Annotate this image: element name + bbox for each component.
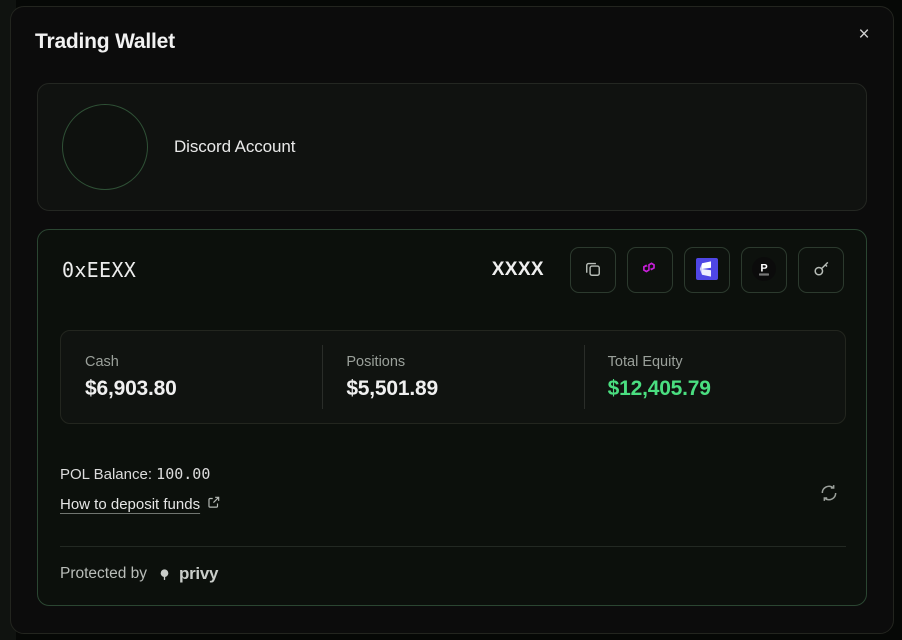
- polymarket-button[interactable]: [684, 247, 730, 293]
- external-link-icon: [207, 495, 221, 513]
- privy-logo-icon: privy: [157, 564, 218, 584]
- stat-value: $6,903.80: [85, 376, 177, 400]
- polygon-button[interactable]: [627, 247, 673, 293]
- trading-wallet-modal: Trading Wallet × Discord Account 0xEEXX …: [10, 6, 894, 634]
- wallet-card: 0xEEXX XXXX: [37, 229, 867, 606]
- copy-icon: [583, 259, 603, 282]
- protected-by-label: Protected by: [60, 565, 148, 582]
- stat-label: Total Equity: [607, 353, 683, 370]
- footer-divider: [60, 546, 846, 547]
- pol-area: POL Balance: 100.00 How to deposit funds: [60, 465, 846, 514]
- stat-value: $5,501.89: [346, 376, 438, 400]
- protected-by-footer: Protected by privy: [60, 564, 218, 584]
- account-name: Discord Account: [174, 137, 296, 156]
- deposit-link-label: How to deposit funds: [60, 495, 201, 513]
- export-key-button[interactable]: [798, 247, 844, 293]
- how-to-deposit-funds-link[interactable]: How to deposit funds: [60, 495, 221, 513]
- stat-label: Cash: [85, 353, 119, 370]
- modal-header: Trading Wallet ×: [11, 7, 893, 77]
- page-title: Trading Wallet: [35, 30, 175, 53]
- wallet-masked-value: XXXX: [491, 259, 544, 280]
- pol-token-icon: P: [750, 255, 778, 286]
- svg-text:P: P: [760, 262, 767, 274]
- refresh-button[interactable]: [812, 477, 846, 511]
- polygon-icon: [639, 258, 661, 283]
- pol-balance-value: 100.00: [156, 465, 211, 483]
- wallet-icon-buttons: P: [570, 247, 844, 293]
- copy-address-button[interactable]: [570, 247, 616, 293]
- wallet-address: 0xEEXX: [62, 258, 137, 282]
- pol-balance: POL Balance: 100.00: [60, 465, 846, 483]
- stat-total-equity: Total Equity $12,405.79: [583, 331, 845, 423]
- account-card: Discord Account: [37, 83, 867, 211]
- stat-label: Positions: [346, 353, 406, 370]
- wallet-address-row: 0xEEXX XXXX: [38, 230, 868, 310]
- stat-cash: Cash $6,903.80: [61, 331, 322, 423]
- polymarket-icon: [694, 256, 720, 285]
- avatar: [62, 104, 148, 190]
- privy-wordmark: privy: [179, 564, 219, 583]
- stat-positions: Positions $5,501.89: [322, 331, 583, 423]
- stat-value: $12,405.79: [607, 376, 711, 400]
- pol-token-button[interactable]: P: [741, 247, 787, 293]
- refresh-icon: [819, 483, 839, 506]
- close-icon[interactable]: ×: [847, 17, 881, 51]
- pol-balance-label: POL Balance:: [60, 466, 157, 483]
- wallet-stats-panel: Cash $6,903.80 Positions $5,501.89 Total…: [60, 330, 846, 424]
- key-icon: [811, 258, 832, 282]
